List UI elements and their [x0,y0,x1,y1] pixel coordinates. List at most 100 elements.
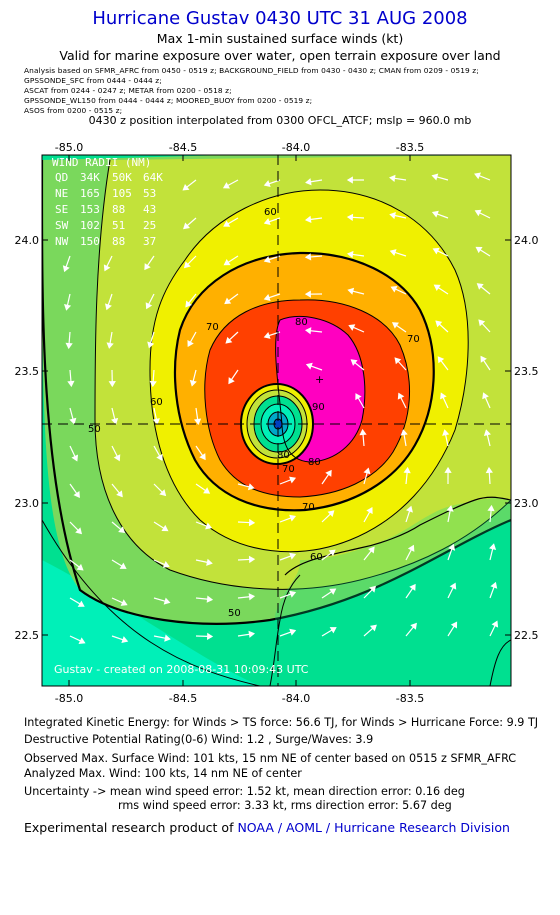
wind-vector-head [369,624,377,632]
contour-label-group: 60 50 50 60 60 70 70 70 80 80 90 80 70 6… [88,207,420,619]
wind-vector-head [106,342,114,349]
wind-vector-head [247,483,255,491]
wind-vector-head [289,514,297,522]
wind-vector-head [407,544,415,552]
wind-vector-head [206,595,214,603]
wind-vector-head [350,359,358,366]
wind-vector-head [144,263,151,271]
wind-vectors [62,172,499,645]
wind-vector-head [474,209,482,217]
wind-vector-head [437,356,445,364]
wind-vector-head [248,555,256,564]
contour-label: 60 [150,397,163,408]
wind-vector-head [369,585,377,593]
wind-vector-head [435,320,443,328]
wind-vector-head [485,466,493,474]
wind-vector-head [289,590,297,598]
wind-vector-head [75,527,83,535]
wind-vector-head [111,417,119,425]
wind-vector-head [347,287,355,295]
wind-vector-head [185,300,192,308]
wind-vector-head [159,489,167,497]
wind-vector-head [119,562,127,569]
wind-vector-head [389,249,397,257]
wind-radii-header: QD 34K 50K 64K [55,171,163,184]
wind-contours: 60 50 50 60 60 70 70 70 80 80 90 80 70 6… [42,155,511,686]
x-tick-label: -85.0 [55,141,83,154]
wind-vector-head [440,392,447,400]
x-tick-label: -83.5 [396,692,424,705]
wind-vector-head [329,627,337,634]
wind-vector-head [263,294,271,301]
wind-vector-head [403,466,411,474]
wind-vector-head [449,582,457,590]
wind-vector-head [289,552,297,560]
wind-vector-head [222,182,230,189]
wind-vector-head [78,637,86,645]
wind-vector-head [329,588,337,595]
wind-vector-head [368,546,375,554]
wind-vector-head [224,297,232,305]
wind-vector-head [305,362,313,370]
wind-radii-row: NE 165 105 53 [55,187,156,200]
wind-vector-head [450,621,458,629]
wind-vector-head [400,429,408,436]
wind-vector-head [442,429,450,436]
wind-vector-head [433,284,441,291]
axis-ticks [42,155,511,686]
wind-vector-head [183,261,191,269]
wind-vector-head [346,176,353,184]
x-tick-label: -83.5 [396,141,424,154]
wind-vector-head [225,336,233,344]
wind-vector-head [162,561,170,568]
uncertainty-mean: Uncertainty -> mean wind speed error: 1.… [24,785,465,798]
wind-vector-head [304,215,312,224]
data-source-line: GPSSONDE_SFC from 0444 - 0444 z; [24,76,162,85]
wind-vector-head [189,379,197,387]
y-tick-label: 22.5 [15,629,40,642]
contour-label: 50 [88,424,101,435]
wind-vector-head [62,265,70,273]
wind-vector-head [223,258,231,266]
yucatan-coastline [269,574,301,686]
y-tick-label: 23.5 [15,365,40,378]
data-source-line: ASCAT from 0244 - 0247 z; METAR from 020… [24,86,232,95]
y-tick-label: 22.5 [514,629,539,642]
wind-vector-head [304,327,312,335]
ike-summary: Integrated Kinetic Energy: for Winds > T… [24,716,539,729]
x-tick-label: -84.0 [282,141,310,154]
wind-vector-head [394,357,402,365]
wind-vector-head [116,490,123,498]
wind-vector-head [65,342,73,350]
wind-vector-head [187,339,194,348]
wind-vector-head [73,490,80,498]
wind-vector-head [482,392,489,400]
wind-vector-head [228,377,235,385]
wind-vector-head [199,453,206,461]
wind-vector-head [248,593,256,601]
wind-vector-head [390,285,398,293]
wind-vector-head [489,543,497,551]
wind-vector-head [475,246,483,254]
wind-vector-head [406,505,413,513]
wind-vector-head [397,392,405,400]
creation-watermark: Gustav - created on 2008-08-31 10:09:43 … [54,663,309,676]
plot-frame [41,154,512,687]
y-tick-label: 23.0 [514,497,539,510]
wind-vector-head [120,599,128,606]
contour-label: 70 [282,464,295,475]
contour-label: 80 [295,317,308,328]
hrd-credit-link[interactable]: NOAA / AOML / Hurricane Research Divisio… [237,820,510,835]
wind-vector-head [391,322,399,329]
x-tick-labels-top: -85.0 -84.5 -84.0 -83.5 [55,141,424,154]
contour-label: 70 [407,334,420,345]
wind-radii-title: WIND RADII (NM) [52,156,151,169]
data-source-line: GPSSONDE_WL150 from 0444 - 0444 z; MOORE… [24,96,313,105]
analyzed-max-wind: Analyzed Max. Wind: 100 kts, 14 nm NE of… [24,767,302,780]
wind-vector-head [304,253,312,261]
wind-vector-head [248,630,255,638]
wind-vector-head [389,174,396,182]
wind-radii-row: NW 150 88 37 [55,235,156,248]
wind-vector-head [348,324,356,331]
wind-vector-head [263,180,271,188]
